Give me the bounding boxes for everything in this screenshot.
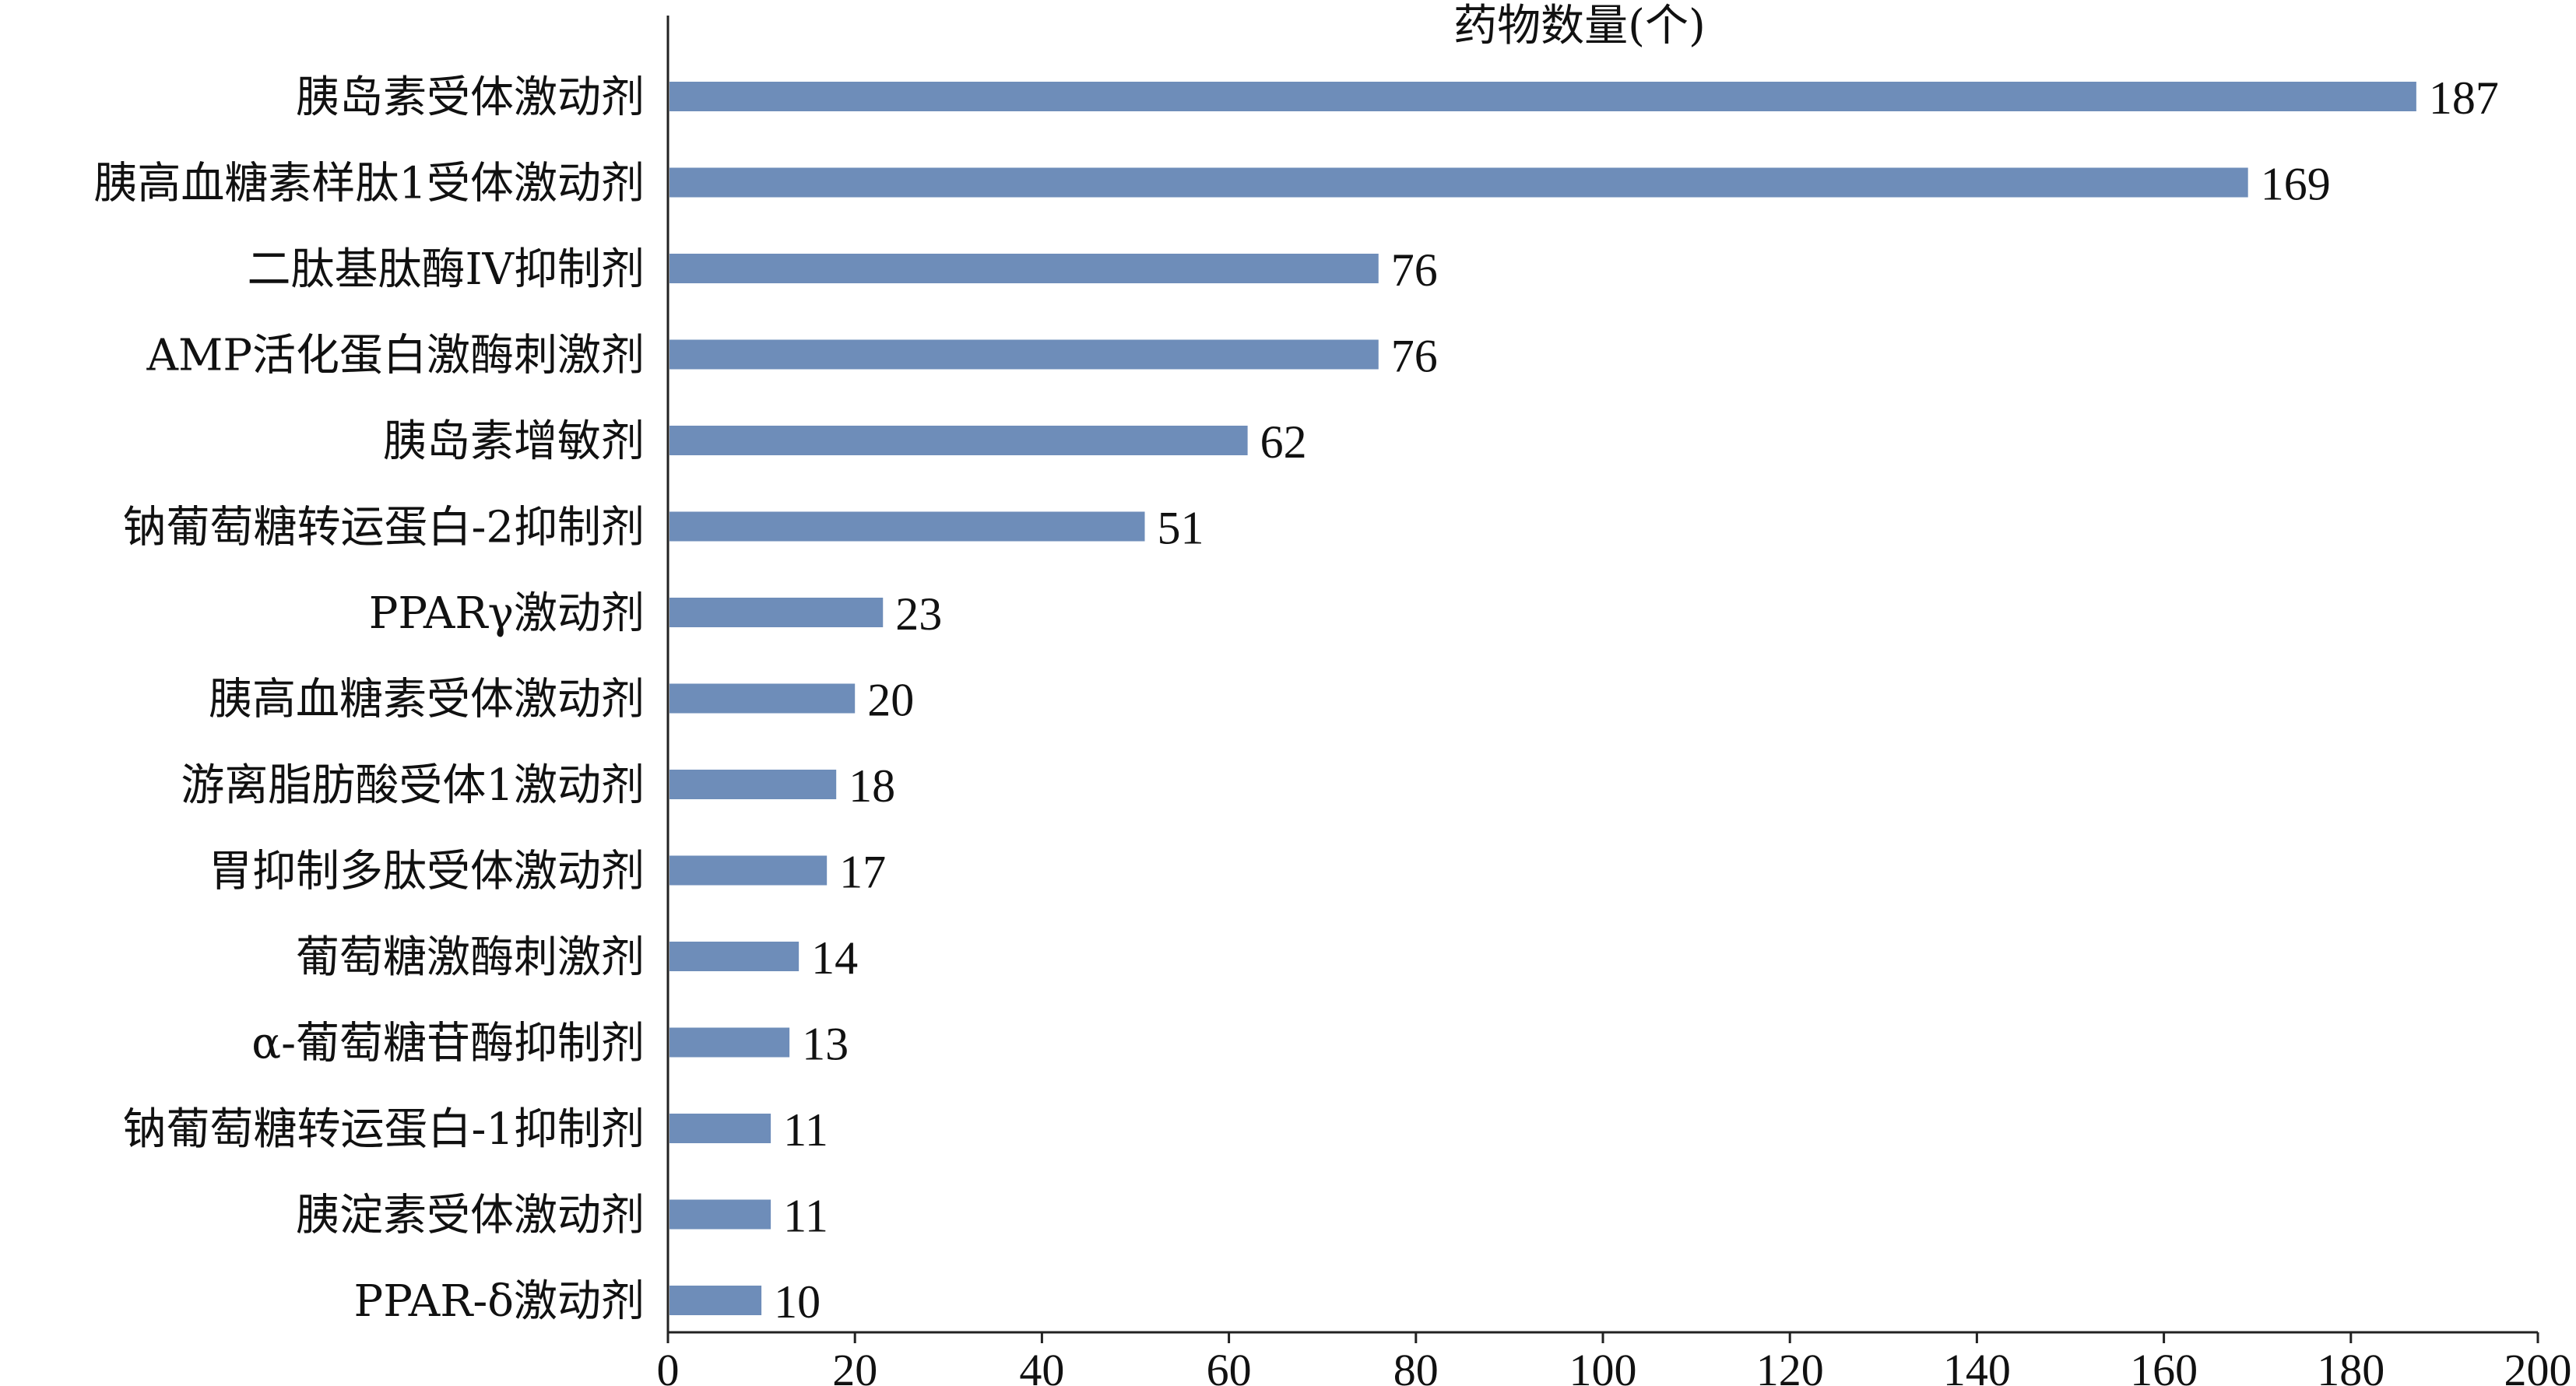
value-label: 11 — [783, 1191, 828, 1242]
value-label: 76 — [1391, 331, 1438, 382]
category-label: 胰淀素受体激动剂 — [296, 1191, 645, 1241]
bar — [669, 1199, 771, 1230]
bar — [669, 1286, 762, 1315]
value-label: 76 — [1391, 244, 1438, 296]
x-axis-ticks-group: 0 20 40 60 80 100 120 140 160 180 200 — [657, 1332, 2572, 1386]
x-tick-label: 180 — [2317, 1345, 2384, 1386]
category-label: 葡萄糖激酶刺激剂 — [296, 932, 645, 983]
category-label: 二肽基肽酶IV抑制剂 — [247, 244, 645, 295]
category-label: 钠葡萄糖转运蛋白-2抑制剂 — [122, 503, 645, 553]
bar — [669, 1027, 790, 1058]
value-label: 11 — [783, 1104, 828, 1156]
value-label: 13 — [802, 1019, 849, 1070]
bar — [669, 426, 1248, 455]
bar — [669, 254, 1379, 283]
x-tick-label: 60 — [1207, 1345, 1252, 1386]
category-label: 胃抑制多肽受体激动剂 — [209, 847, 645, 897]
value-label: 14 — [811, 932, 858, 984]
bar — [669, 770, 837, 799]
value-label: 62 — [1260, 416, 1307, 468]
category-label: 胰高血糖素样肽1受体激动剂 — [93, 159, 645, 209]
value-label: 18 — [849, 760, 895, 812]
x-tick-label: 160 — [2130, 1345, 2198, 1386]
bar — [669, 167, 2248, 198]
bar — [669, 855, 828, 886]
bars-group — [669, 82, 2416, 1315]
category-label: 钠葡萄糖转运蛋白-1抑制剂 — [122, 1104, 645, 1155]
bar — [669, 942, 800, 971]
x-tick-label: 0 — [657, 1345, 680, 1386]
bar — [669, 598, 884, 627]
bar — [669, 511, 1145, 542]
value-labels-group: 187 169 76 76 62 51 23 20 18 17 14 13 11 11 10 — [774, 72, 2499, 1328]
x-tick-label: 120 — [1756, 1345, 1824, 1386]
bar — [669, 82, 2416, 111]
category-label: 游离脂肪酸受体1激动剂 — [181, 760, 645, 811]
value-label: 187 — [2429, 72, 2499, 124]
category-label: PPARγ激动剂 — [369, 588, 645, 639]
value-label: 10 — [774, 1276, 821, 1328]
x-tick-label: 40 — [1019, 1345, 1064, 1386]
category-label: 胰高血糖素受体激动剂 — [209, 675, 645, 725]
category-label: 胰岛素受体激动剂 — [296, 72, 645, 123]
x-tick-label: 200 — [2504, 1345, 2572, 1386]
category-label: AMP活化蛋白激酶刺激剂 — [146, 331, 645, 381]
value-label: 17 — [839, 847, 886, 898]
x-tick-label: 80 — [1393, 1345, 1439, 1386]
x-tick-label: 100 — [1569, 1345, 1637, 1386]
x-tick-label: 140 — [1943, 1345, 2011, 1386]
value-label: 169 — [2261, 159, 2331, 210]
category-label: 胰岛素增敏剂 — [383, 416, 645, 467]
value-label: 20 — [867, 675, 914, 726]
value-label: 23 — [895, 588, 942, 640]
x-axis-title: 药物数量(个) — [1453, 1, 1706, 51]
value-label: 51 — [1158, 503, 1204, 554]
bar — [669, 683, 856, 714]
category-label: α-葡萄糖苷酶抑制剂 — [251, 1019, 645, 1069]
bar — [669, 339, 1379, 370]
bar — [669, 1114, 771, 1143]
category-label: PPAR-δ激动剂 — [354, 1276, 645, 1327]
x-tick-label: 20 — [832, 1345, 877, 1386]
